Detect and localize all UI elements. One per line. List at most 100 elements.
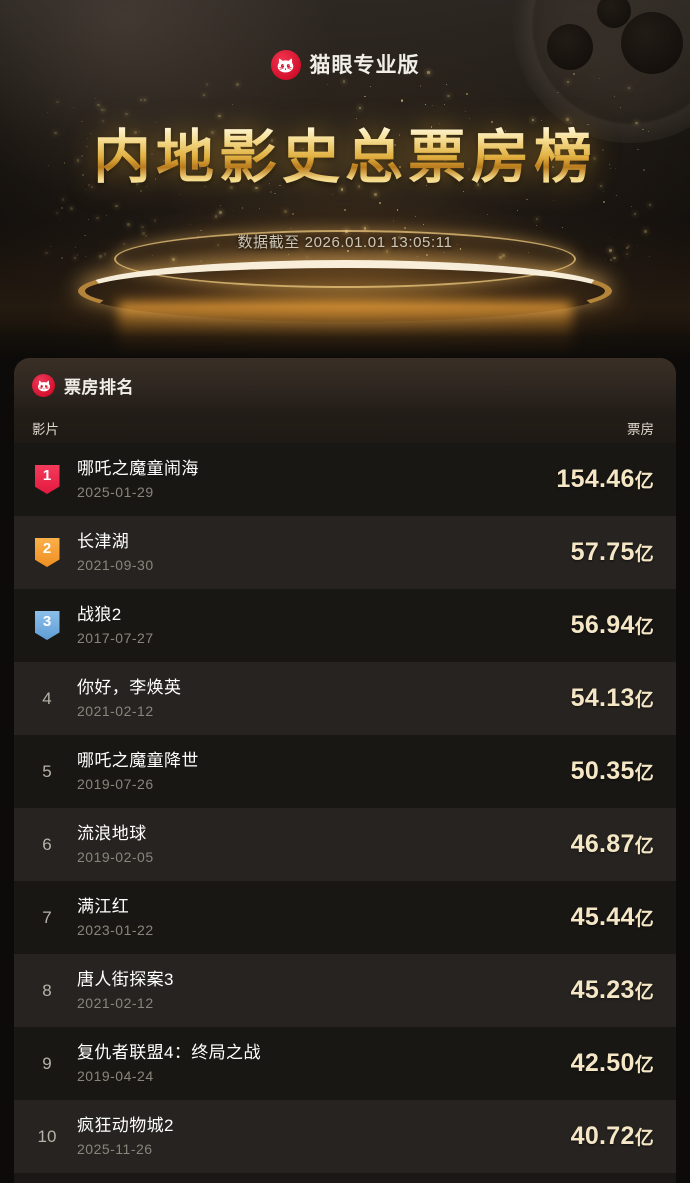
- hero-banner: 猫眼专业版 内地影史总票房榜 数据截至 2026.01.01 13:05:11: [0, 0, 690, 358]
- rank-cell: 3: [32, 611, 62, 640]
- box-office-number: 42.50: [570, 1049, 635, 1077]
- movie-title: 复仇者联盟4：终局之战: [77, 1042, 261, 1062]
- ranking-list: 1 哪吒之魔童闹海 2025-01-29 154.46亿 2 长津湖 2021-09-30 5…: [14, 443, 676, 1173]
- box-office-number: 46.87: [570, 830, 635, 858]
- movie-info: 疯狂动物城2 2025-11-26: [62, 1115, 571, 1158]
- box-office-value: 46.87亿: [571, 832, 654, 857]
- podium-outer-ring: [78, 260, 612, 322]
- box-office-value: 45.44亿: [571, 905, 654, 930]
- movie-title: 唐人街探案3: [77, 969, 174, 989]
- table-column-headers: 影片 票房: [14, 413, 676, 443]
- box-office-number: 45.23: [570, 976, 635, 1004]
- rank-number: 4: [42, 689, 52, 708]
- box-office-number: 57.75: [570, 538, 635, 566]
- rank-badge-icon: 3: [34, 611, 60, 640]
- rank-number: 8: [42, 981, 52, 1000]
- table-row[interactable]: 9 复仇者联盟4：终局之战 2019-04-24 42.50亿: [14, 1027, 676, 1100]
- box-office-unit: 亿: [634, 763, 654, 784]
- movie-title: 你好，李焕英: [77, 677, 182, 697]
- box-office-value: 42.50亿: [571, 1051, 654, 1076]
- release-date: 2019-02-05: [77, 849, 154, 866]
- box-office-number: 54.13: [570, 684, 635, 712]
- box-office-value: 40.72亿: [571, 1124, 654, 1149]
- rank-badge-icon: 2: [34, 538, 60, 567]
- rank-cell: 5: [32, 763, 62, 780]
- box-office-unit: 亿: [634, 1128, 654, 1149]
- data-timestamp: 数据截至 2026.01.01 13:05:11: [237, 234, 453, 251]
- brand-name: 猫眼专业版: [309, 53, 420, 77]
- rank-number: 9: [42, 1054, 52, 1073]
- box-office-unit: 亿: [634, 544, 654, 565]
- box-office-number: 154.46: [556, 465, 635, 493]
- table-row[interactable]: 8 唐人街探案3 2021-02-12 45.23亿: [14, 954, 676, 1027]
- movie-title: 哪吒之魔童降世: [77, 750, 199, 770]
- ranking-card: 票房排名 影片 票房 1 哪吒之魔童闹海 2025-01-29 154.46亿 2 长津湖…: [14, 358, 676, 1183]
- rank-cell: 2: [32, 538, 62, 567]
- rank-cell: 8: [32, 982, 62, 999]
- hero-bottom-fade: [0, 306, 690, 358]
- cat-face-icon: [270, 50, 301, 80]
- table-row[interactable]: 1 哪吒之魔童闹海 2025-01-29 154.46亿: [14, 443, 676, 516]
- movie-info: 唐人街探案3 2021-02-12: [62, 969, 571, 1012]
- table-row[interactable]: 5 哪吒之魔童降世 2019-07-26 50.35亿: [14, 735, 676, 808]
- column-header-gross: 票房: [627, 422, 654, 437]
- cat-face-icon: [32, 374, 55, 397]
- movie-title: 流浪地球: [77, 823, 147, 843]
- movie-info: 复仇者联盟4：终局之战 2019-04-24: [62, 1042, 571, 1085]
- box-office-unit: 亿: [634, 617, 654, 638]
- movie-info: 战狼2 2017-07-27: [62, 604, 571, 647]
- card-header: 票房排名: [14, 358, 676, 413]
- rank-cell: 7: [32, 909, 62, 926]
- brand-header: 猫眼专业版: [0, 50, 690, 80]
- movie-info: 长津湖 2021-09-30: [62, 531, 571, 574]
- release-date: 2019-07-26: [77, 776, 154, 793]
- box-office-number: 50.35: [570, 757, 635, 785]
- rank-number: 10: [37, 1127, 57, 1146]
- box-office-unit: 亿: [634, 836, 654, 857]
- table-row[interactable]: 4 你好，李焕英 2021-02-12 54.13亿: [14, 662, 676, 735]
- rank-cell: 9: [32, 1055, 62, 1072]
- release-date: 2021-09-30: [77, 557, 154, 574]
- rank-number: 6: [42, 835, 52, 854]
- rank-cell: 6: [32, 836, 62, 853]
- box-office-unit: 亿: [634, 909, 654, 930]
- movie-info: 哪吒之魔童降世 2019-07-26: [62, 750, 571, 793]
- release-date: 2019-04-24: [77, 1068, 154, 1085]
- box-office-value: 50.35亿: [571, 759, 654, 784]
- box-office-unit: 亿: [634, 690, 654, 711]
- movie-info: 满江红 2023-01-22: [62, 896, 571, 939]
- page-title: 内地影史总票房榜: [0, 126, 690, 190]
- table-row[interactable]: 6 流浪地球 2019-02-05 46.87亿: [14, 808, 676, 881]
- release-date: 2025-11-26: [77, 1141, 153, 1158]
- movie-title: 满江红: [77, 896, 130, 916]
- box-office-value: 54.13亿: [571, 686, 654, 711]
- release-date: 2021-02-12: [77, 995, 154, 1012]
- box-office-number: 56.94: [570, 611, 635, 639]
- box-office-value: 154.46亿: [556, 467, 654, 492]
- table-row[interactable]: 3 战狼2 2017-07-27 56.94亿: [14, 589, 676, 662]
- box-office-value: 45.23亿: [571, 978, 654, 1003]
- column-header-movie: 影片: [32, 422, 59, 437]
- box-office-unit: 亿: [634, 471, 654, 492]
- rank-number: 5: [42, 762, 52, 781]
- box-office-number: 45.44: [570, 903, 635, 931]
- card-title: 票房排名: [64, 378, 134, 397]
- release-date: 2023-01-22: [77, 922, 154, 939]
- release-date: 2021-02-12: [77, 703, 154, 720]
- table-row[interactable]: 7 满江红 2023-01-22 45.44亿: [14, 881, 676, 954]
- box-office-value: 57.75亿: [571, 540, 654, 565]
- release-date: 2017-07-27: [77, 630, 154, 647]
- table-row[interactable]: 10 疯狂动物城2 2025-11-26 40.72亿: [14, 1100, 676, 1173]
- box-office-value: 56.94亿: [571, 613, 654, 638]
- movie-title: 疯狂动物城2: [77, 1115, 174, 1135]
- rank-cell: 4: [32, 690, 62, 707]
- movie-title: 哪吒之魔童闹海: [77, 458, 199, 478]
- movie-info: 哪吒之魔童闹海 2025-01-29: [62, 458, 556, 501]
- rank-number: 7: [42, 908, 52, 927]
- box-office-unit: 亿: [634, 982, 654, 1003]
- release-date: 2025-01-29: [77, 484, 154, 501]
- box-office-number: 40.72: [570, 1122, 635, 1150]
- movie-info: 你好，李焕英 2021-02-12: [62, 677, 571, 720]
- table-row[interactable]: 2 长津湖 2021-09-30 57.75亿: [14, 516, 676, 589]
